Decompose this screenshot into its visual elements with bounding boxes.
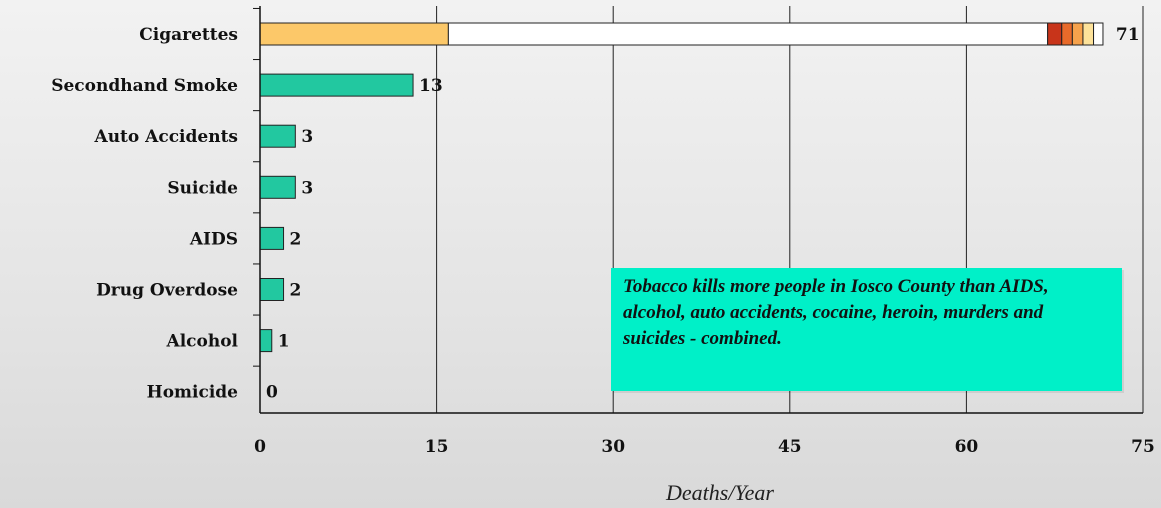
bar	[259, 226, 285, 250]
value-label: 2	[290, 229, 302, 249]
bar-segment	[1071, 22, 1084, 46]
value-label: 3	[301, 178, 313, 198]
annotation-callout: Tobacco kills more people in Iosco Count…	[611, 268, 1122, 391]
bar-segment	[259, 22, 449, 46]
category-label: Suicide	[167, 178, 238, 198]
bar	[259, 329, 273, 353]
x-axis-title: Deaths/Year	[665, 480, 774, 505]
category-label: Auto Accidents	[94, 127, 239, 147]
value-label: 71	[1116, 25, 1140, 45]
value-label: 1	[278, 332, 290, 352]
category-label: Cigarettes	[139, 25, 238, 45]
value-label: 3	[301, 127, 313, 147]
category-label: Drug Overdose	[96, 281, 238, 301]
value-labels: 71 13 3 3 2 2 1 0	[266, 25, 1140, 403]
value-label: 0	[266, 383, 278, 403]
category-label: Secondhand Smoke	[51, 76, 238, 96]
bar-segment	[447, 22, 1049, 46]
category-label: Alcohol	[166, 332, 239, 352]
bar	[259, 175, 296, 199]
bars	[259, 22, 1104, 353]
x-tick-label: 30	[601, 437, 625, 457]
x-tick-label: 0	[254, 437, 266, 457]
x-tick-labels: 0 15 30 45 60 75	[254, 437, 1155, 457]
axes	[253, 6, 1143, 414]
bar	[259, 73, 414, 97]
bar-segment	[1047, 22, 1063, 46]
x-tick-label: 15	[425, 437, 449, 457]
bar-segment	[1093, 22, 1104, 46]
bar	[259, 278, 285, 301]
bar-segment	[1061, 22, 1073, 46]
x-tick-label: 45	[778, 437, 802, 457]
category-label: AIDS	[189, 229, 238, 249]
category-label: Homicide	[147, 383, 239, 403]
category-labels: Cigarettes Secondhand Smoke Auto Accidents…	[51, 25, 238, 403]
x-tick-label: 75	[1131, 437, 1155, 457]
bar-segment	[1082, 22, 1095, 46]
value-label: 13	[419, 76, 443, 96]
value-label: 2	[290, 281, 302, 301]
bar	[259, 124, 296, 148]
x-tick-label: 60	[955, 437, 979, 457]
